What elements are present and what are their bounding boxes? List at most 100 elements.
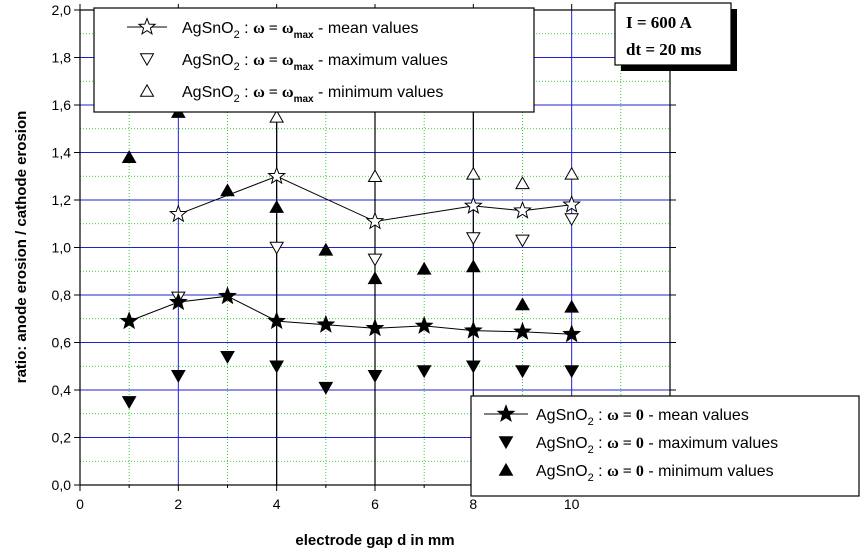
legend-bottom-entry-3: AgSnO2 : ω = 0 - minimum values <box>498 462 774 484</box>
data-point-filled-triangle-up <box>220 183 235 197</box>
series-4-filled-triangle-down <box>121 351 580 410</box>
axis-ticks: 0,0 0,2 0,4 0,6 0,8 1,0 1,2 1,4 1,6 1,8 2,0 0 2 4 6 8 10 <box>52 2 676 512</box>
data-point-open-star <box>463 196 483 214</box>
svg-text:AgSnO2 : ω = 0 - mean values: AgSnO2 : ω = 0 - mean values <box>536 407 749 428</box>
data-point-filled-triangle-down <box>121 396 137 410</box>
x-tick-label: 8 <box>469 496 477 512</box>
legend-bottom: AgSnO2 : ω = 0 - mean values AgSnO2 : ω … <box>470 395 860 497</box>
data-point-filled-triangle-up <box>318 242 334 256</box>
y-tick-label: 2,0 <box>52 2 72 18</box>
y-tick-label: 1,6 <box>52 97 72 113</box>
data-point-open-triangle-up <box>465 166 481 180</box>
data-point-open-star <box>267 166 287 185</box>
legend-open-triangle-up-icon <box>139 83 155 97</box>
data-point-filled-triangle-down <box>220 351 235 364</box>
data-point-filled-triangle-down <box>416 365 432 379</box>
y-tick-label: 1,4 <box>52 145 72 161</box>
data-point-filled-triangle-up <box>416 261 432 275</box>
data-point-open-triangle-down <box>367 253 383 267</box>
legend-symbol <box>137 17 157 36</box>
data-point-filled-triangle-down <box>170 370 186 383</box>
legend-filled-triangle-up-icon <box>498 462 514 476</box>
data-point-filled-triangle-up <box>564 299 580 313</box>
series-3-filled-star <box>119 286 582 343</box>
data-point-filled-triangle-down <box>564 365 580 379</box>
x-tick-label: 6 <box>371 496 379 512</box>
svg-text:AgSnO2 : ω = 0 - maximum value: AgSnO2 : ω = 0 - maximum values <box>536 435 778 456</box>
data-point-filled-star <box>463 320 483 339</box>
data-point-filled-star <box>365 318 385 337</box>
data-point-open-triangle-down <box>465 232 481 246</box>
data-point-open-triangle-down <box>515 234 530 248</box>
legend-symbol <box>139 53 155 67</box>
data-point-open-triangle-up <box>269 109 285 123</box>
series-line <box>178 175 572 222</box>
series-0-open-star <box>168 166 582 230</box>
legend-open-star-icon <box>137 17 157 36</box>
legend-symbol <box>498 436 514 450</box>
legend-symbol <box>498 462 514 476</box>
data-point-filled-triangle-up <box>121 150 137 163</box>
svg-text:AgSnO2 : ω = ωmax - mean value: AgSnO2 : ω = ωmax - mean values <box>182 20 419 41</box>
legend-top: AgSnO2 : ω = ωmax - mean values AgSnO2 :… <box>93 7 535 113</box>
y-tick-label: 0,2 <box>52 430 72 446</box>
svg-text:AgSnO2 : ω = ωmax - minimum va: AgSnO2 : ω = ωmax - minimum values <box>182 84 443 105</box>
data-point-filled-triangle-up <box>465 259 481 273</box>
data-point-open-star <box>168 204 188 223</box>
data-point-open-triangle-up <box>367 169 383 182</box>
y-tick-label: 0,8 <box>52 287 72 303</box>
data-point-filled-triangle-up <box>367 271 383 285</box>
series-line <box>129 295 572 335</box>
data-point-open-triangle-up <box>564 166 580 180</box>
legend-filled-triangle-down-icon <box>498 436 514 450</box>
annotation-box: I = 600 A dt = 20 ms <box>614 2 737 71</box>
data-point-filled-star <box>267 311 287 330</box>
data-point-filled-star <box>513 321 532 340</box>
legend-open-triangle-down-icon <box>139 53 155 67</box>
y-tick-label: 1,0 <box>52 240 72 256</box>
legend-symbol <box>139 83 155 97</box>
svg-text:AgSnO2 : ω = ωmax - maximum va: AgSnO2 : ω = ωmax - maximum values <box>182 52 448 73</box>
legend-top-entry-2: AgSnO2 : ω = ωmax - maximum values <box>139 52 448 73</box>
annotation-current: I = 600 A <box>626 13 693 32</box>
legend-bottom-entry-2: AgSnO2 : ω = 0 - maximum values <box>498 435 778 456</box>
x-tick-label: 2 <box>174 496 182 512</box>
data-point-filled-triangle-down <box>465 360 481 374</box>
data-point-filled-star <box>218 286 237 305</box>
data-point-filled-star <box>119 311 139 330</box>
data-point-filled-star <box>316 314 336 333</box>
series-layer <box>119 90 582 410</box>
legend-bottom-entry-1: AgSnO2 : ω = 0 - mean values <box>484 404 749 428</box>
y-tick-label: 0,6 <box>52 335 72 351</box>
legend-top-entry-1: AgSnO2 : ω = ωmax - mean values <box>127 17 419 41</box>
x-axis-label: electrode gap d in mm <box>295 532 454 549</box>
svg-text:AgSnO2 : ω = 0 - minimum value: AgSnO2 : ω = 0 - minimum values <box>536 463 774 484</box>
data-point-filled-triangle-up <box>269 199 285 213</box>
data-point-filled-star <box>414 315 434 334</box>
data-point-filled-triangle-down <box>515 365 530 379</box>
legend-symbol <box>496 404 516 423</box>
data-point-open-triangle-down <box>269 241 285 255</box>
data-point-filled-star <box>562 324 582 343</box>
data-point-open-star <box>562 194 582 213</box>
annotation-duration: dt = 20 ms <box>626 40 702 59</box>
data-point-open-star <box>365 211 385 230</box>
y-tick-label: 0,0 <box>52 477 72 493</box>
legend-filled-star-icon <box>496 404 516 423</box>
data-point-open-star <box>513 200 532 219</box>
x-tick-label: 10 <box>564 496 580 512</box>
data-point-filled-triangle-down <box>367 370 383 383</box>
data-point-filled-triangle-up <box>515 297 530 311</box>
y-tick-label: 1,2 <box>52 192 72 208</box>
y-tick-label: 1,8 <box>52 50 72 66</box>
data-point-filled-star <box>168 292 188 311</box>
y-tick-label: 0,4 <box>52 382 72 398</box>
data-point-open-triangle-down <box>564 213 580 227</box>
y-axis-label: ratio: anode erosion / cathode erosion <box>13 111 30 384</box>
data-point-filled-triangle-down <box>269 360 285 374</box>
series-5-filled-triangle-up <box>121 104 580 313</box>
x-tick-label: 0 <box>76 496 84 512</box>
legend-top-entry-3: AgSnO2 : ω = ωmax - minimum values <box>139 83 443 105</box>
x-tick-label: 4 <box>273 496 281 512</box>
